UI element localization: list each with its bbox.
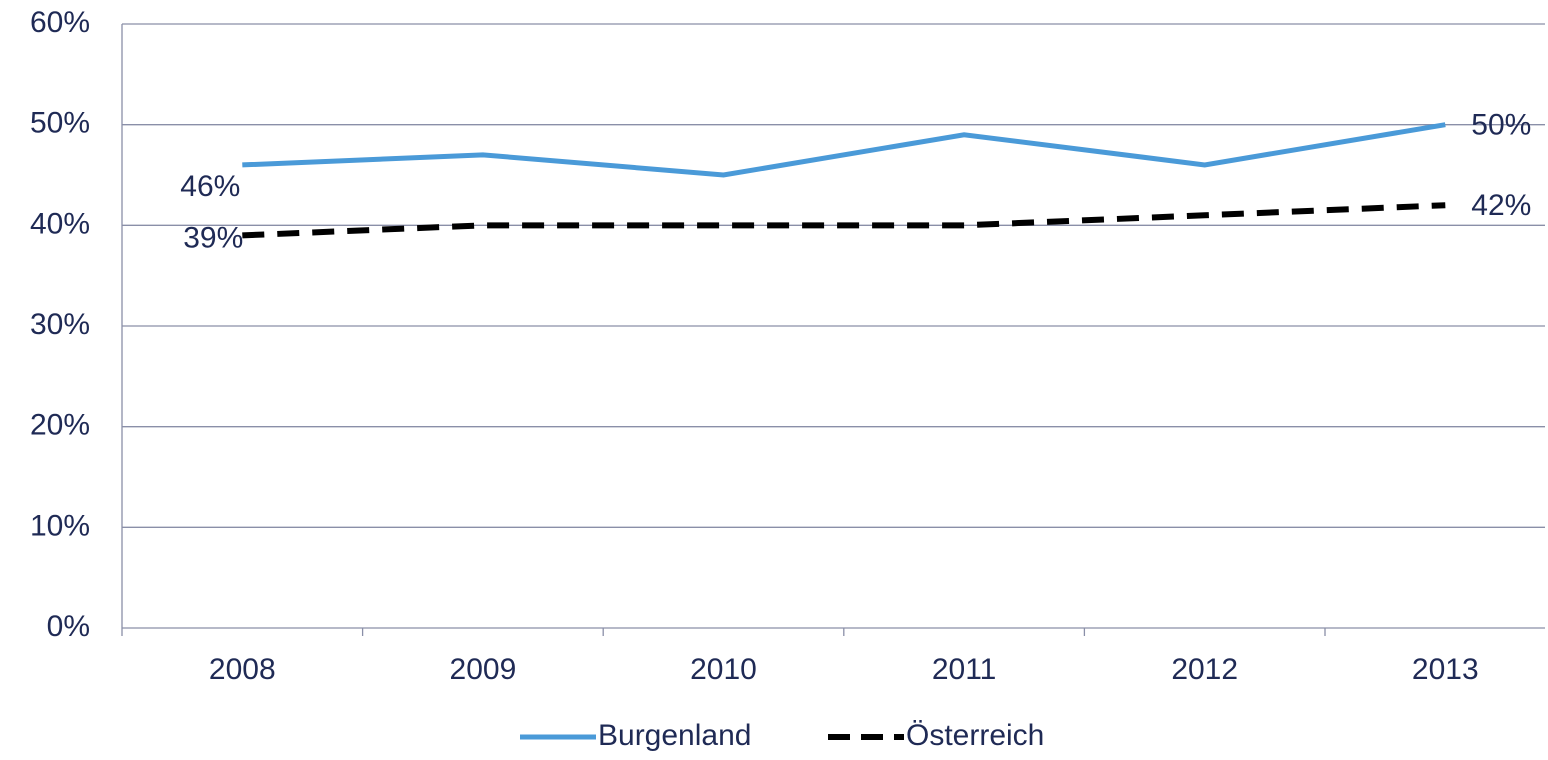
x-tick-label: 2010 — [690, 653, 757, 686]
y-tick-label: 30% — [30, 308, 90, 341]
legend-label: Burgenland — [598, 719, 751, 752]
legend-label: Österreich — [906, 719, 1044, 752]
x-tick-label: 2008 — [209, 653, 276, 686]
data-label: 39% — [183, 221, 243, 254]
y-tick-label: 40% — [30, 207, 90, 240]
x-tick-label: 2013 — [1412, 653, 1479, 686]
data-label: 50% — [1471, 109, 1531, 142]
series-line — [242, 202, 1446, 239]
x-tick-label: 2011 — [932, 653, 997, 686]
y-tick-label: 10% — [30, 509, 90, 542]
y-tick-label: 50% — [30, 107, 90, 140]
series-line — [242, 122, 1446, 178]
data-label: 42% — [1471, 189, 1531, 222]
y-tick-label: 0% — [47, 610, 90, 643]
data-label: 46% — [180, 170, 240, 203]
x-tick-label: 2009 — [450, 653, 517, 686]
y-tick-label: 60% — [30, 6, 90, 39]
x-tick-label: 2012 — [1171, 653, 1238, 686]
y-tick-label: 20% — [30, 409, 90, 442]
